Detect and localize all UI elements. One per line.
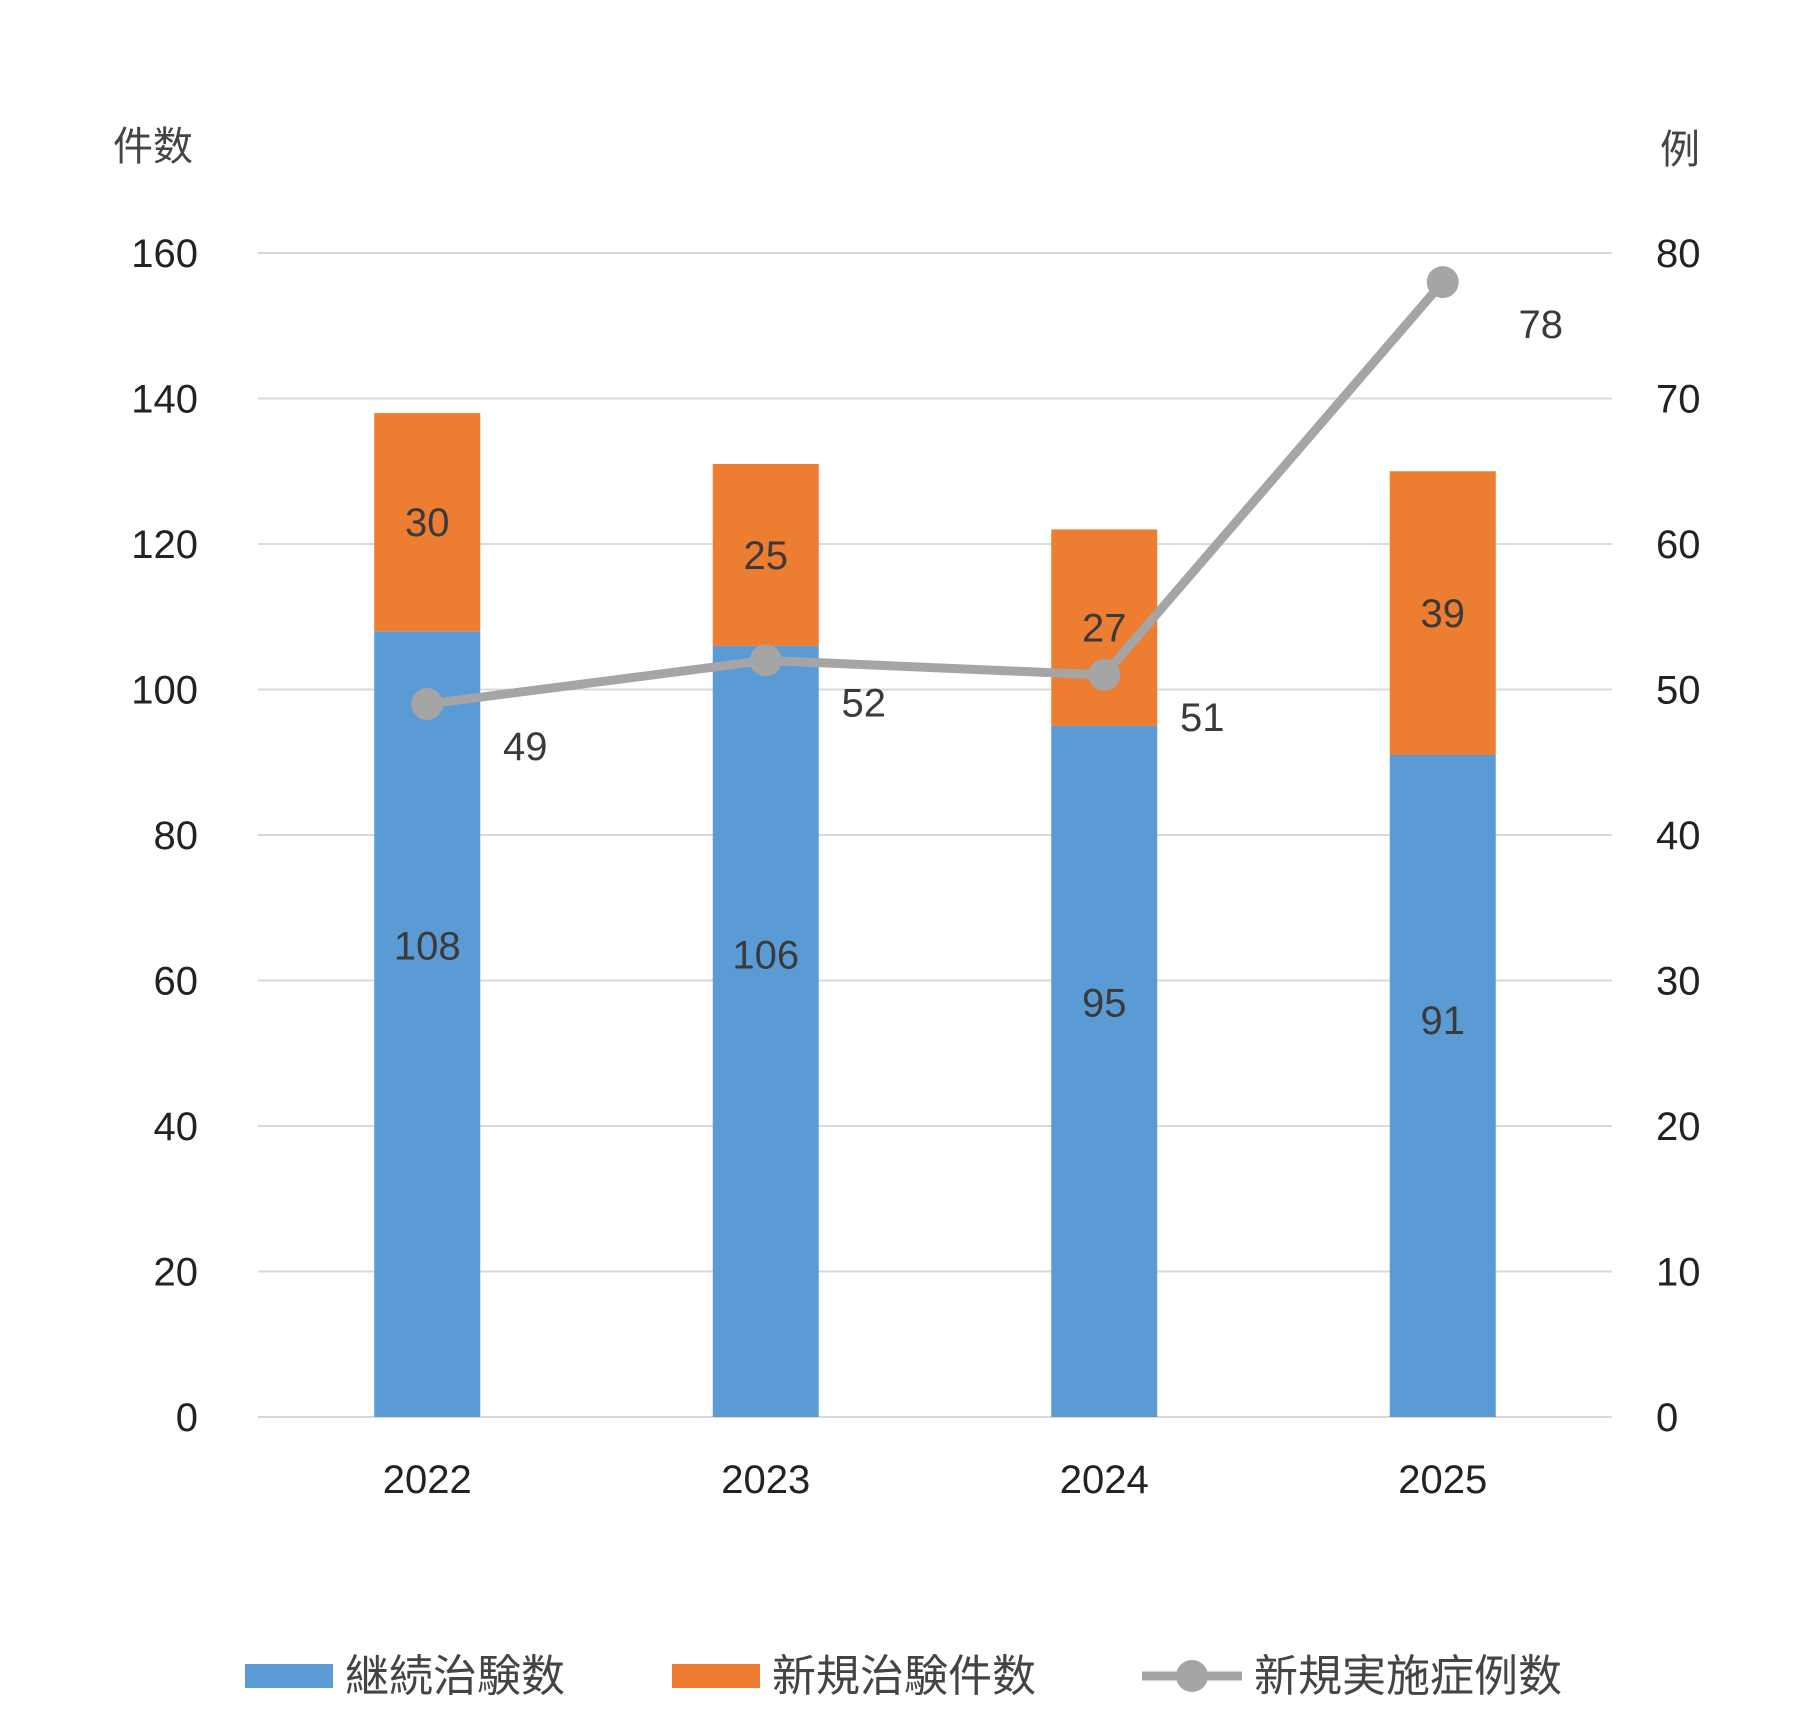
right-axis-tick-label: 40	[1656, 814, 1701, 858]
bar-segment-2	[712, 463, 819, 646]
legend-swatch-marker	[1176, 1660, 1208, 1692]
line-data-label: 52	[842, 681, 887, 725]
bar-segment-1	[712, 645, 819, 1417]
legend-swatch	[672, 1664, 760, 1688]
left-axis-tick-label: 100	[131, 669, 198, 713]
left-axis-unit-label: 件数	[113, 124, 193, 170]
line-point	[1426, 266, 1459, 299]
bar-segment-1	[1051, 725, 1158, 1417]
left-axis-tick-label: 160	[131, 232, 198, 276]
line-data-label: 51	[1180, 696, 1225, 740]
right-axis-tick-label: 50	[1656, 669, 1701, 713]
bar-data-label: 39	[1421, 592, 1466, 636]
legend-swatch	[245, 1664, 333, 1688]
right-axis-tick-label: 70	[1656, 378, 1701, 422]
x-axis-tick-label: 2024	[1060, 1458, 1149, 1502]
line-point	[749, 644, 782, 677]
right-axis-tick-label: 80	[1656, 232, 1701, 276]
line-series-path	[426, 279, 1447, 709]
left-axis-tick-label: 80	[154, 814, 199, 858]
x-axis-tick-label: 2023	[721, 1458, 810, 1502]
bar-data-label: 25	[744, 534, 789, 578]
left-axis-tick-label: 120	[131, 523, 198, 567]
right-axis-tick-label: 0	[1656, 1396, 1678, 1440]
legend-label: 新規実施症例数	[1254, 1651, 1562, 1702]
data-labels: 108 30 106 25 95 27 91 39 49 52 51 78	[394, 303, 1563, 1043]
bar-data-label: 106	[732, 933, 799, 977]
bar-data-label: 95	[1082, 981, 1127, 1025]
x-axis-tick-label: 2025	[1398, 1458, 1487, 1502]
gridlines	[258, 252, 1612, 1418]
bar-segment-2	[374, 413, 481, 632]
legend: 継続治験数 新規治験件数 新規実施症例数	[245, 1651, 1562, 1702]
bar-segment-2	[1389, 471, 1496, 755]
left-axis-tick-label: 140	[131, 378, 198, 422]
bar-segment-1	[1389, 754, 1496, 1417]
bar-data-label: 108	[394, 925, 461, 969]
right-axis-unit-label: 例	[1660, 127, 1700, 173]
line-data-label: 78	[1519, 303, 1564, 347]
bar-data-label: 27	[1082, 607, 1127, 651]
line-point	[1088, 658, 1121, 691]
line-data-label: 49	[503, 725, 548, 769]
right-axis-tick-label: 10	[1656, 1251, 1701, 1295]
legend-label: 継続治験数	[345, 1651, 565, 1702]
bar-segment-1	[374, 631, 481, 1417]
legend-item-1: 継続治験数	[245, 1651, 565, 1702]
bar-data-label: 91	[1421, 999, 1466, 1043]
bar-data-label: 30	[405, 501, 450, 545]
left-axis-tick-label: 40	[154, 1105, 199, 1149]
right-axis-tick-label: 20	[1656, 1105, 1701, 1149]
left-axis-tick-label: 20	[154, 1251, 199, 1295]
legend-item-3: 新規実施症例数	[1142, 1651, 1562, 1702]
legend-label: 新規治験件数	[772, 1651, 1036, 1702]
line-series	[411, 266, 1459, 721]
bars	[374, 413, 1496, 1417]
axes: 件数 例 0 20 40 60 80 100 120 140 160 0 10 20 30 40 50 60 7…	[113, 124, 1701, 1502]
left-axis-tick-label: 0	[176, 1396, 198, 1440]
x-axis-tick-label: 2022	[383, 1458, 472, 1502]
line-point	[411, 688, 444, 721]
right-axis-tick-label: 30	[1656, 960, 1701, 1004]
right-axis-tick-label: 60	[1656, 523, 1701, 567]
legend-item-2: 新規治験件数	[672, 1651, 1036, 1702]
left-axis-tick-label: 60	[154, 960, 199, 1004]
